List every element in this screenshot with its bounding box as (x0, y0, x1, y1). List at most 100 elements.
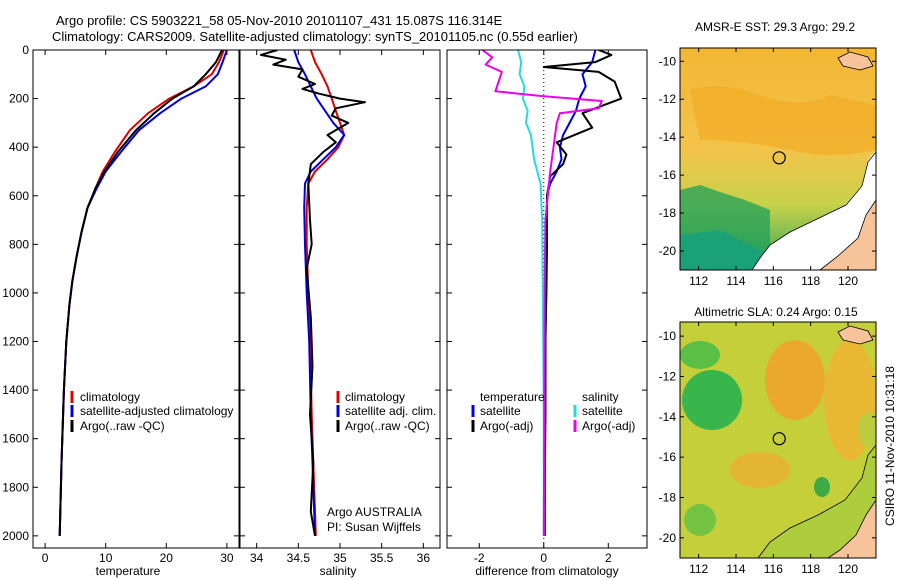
map-y-tick-label: -16 (659, 168, 677, 182)
sst-coolest-region (680, 230, 780, 270)
legend-header-temperature: temperature (480, 390, 545, 404)
y-tick-label: 1200 (2, 335, 29, 349)
map-y-tick-label: -18 (659, 206, 677, 220)
y-tick-label: 2000 (2, 529, 29, 543)
map-x-tick-label: 112 (689, 274, 708, 288)
x-tick-label: 2 (605, 551, 612, 565)
map-y-tick-label: -12 (659, 92, 677, 106)
sla-low-anomaly (680, 341, 720, 369)
y-tick-label: 0 (22, 43, 29, 57)
bathymetry-contour (757, 444, 876, 558)
salinity-axes-frame (239, 49, 441, 549)
y-tick-label: 1800 (2, 480, 29, 494)
legend-label: Argo(..raw -QC) (345, 419, 430, 433)
argo-position-marker (772, 151, 786, 165)
legend-label: Argo(-adj) (582, 419, 635, 433)
series-line-salinity-argo-adj- (481, 50, 603, 536)
coastline (819, 199, 876, 270)
map-x-tick-label: 120 (838, 562, 858, 576)
map-x-tick-label: 116 (764, 274, 783, 288)
sla-high-anomaly (730, 452, 790, 488)
sla-low-anomaly (682, 370, 742, 430)
map-x-tick-label: 112 (689, 562, 708, 576)
series-line-satellite-adj-clim- (293, 50, 346, 536)
legend-label: climatology (80, 390, 140, 404)
map-x-tick-label: 118 (801, 274, 820, 288)
salinity-legend: climatology satellite adj. clim. Argo(..… (336, 390, 436, 433)
sst-land-mask (752, 150, 876, 270)
header-line2: Climatology: CARS2009. Satellite-adjuste… (52, 29, 578, 44)
legend-label: climatology (345, 390, 405, 404)
float-annotation-line2: PI: Susan Wijffels (327, 520, 421, 534)
sla-high-anomaly (765, 340, 825, 420)
y-tick-label: 400 (9, 140, 29, 154)
difference-xlabel: difference from climatology (475, 564, 618, 578)
map-x-tick-label: 114 (726, 274, 745, 288)
y-tick-label: 600 (9, 189, 29, 203)
map-y-tick-label: -14 (659, 130, 677, 144)
y-tick-label: 200 (9, 92, 29, 106)
map-y-tick-label: -10 (659, 54, 677, 68)
difference-legend: temperature satellite Argo(-adj) salinit… (471, 390, 635, 433)
map-x-tick-label: 116 (764, 562, 783, 576)
salinity-xlabel: salinity (320, 564, 357, 578)
x-tick-label: 35 (333, 551, 347, 565)
legend-label: Argo(-adj) (480, 419, 533, 433)
sla-map-frame (679, 321, 877, 559)
legend-header-salinity: salinity (582, 390, 619, 404)
map-y-tick-label: -10 (659, 329, 677, 343)
sla-mid-anomaly (858, 412, 876, 448)
bathymetry-contour (751, 151, 876, 270)
x-tick-label: 36 (417, 551, 431, 565)
map-x-tick-label: 114 (726, 562, 745, 576)
x-tick-label: 10 (99, 551, 113, 565)
sla-low-anomaly (814, 477, 830, 497)
sla-map-title: Altimetric SLA: 0.24 Argo: 0.15 (694, 305, 858, 319)
series-line-argo (259, 50, 366, 537)
series-line-climatology (58, 50, 225, 536)
map-y-tick-label: -20 (659, 244, 677, 258)
x-tick-label: 30 (220, 551, 234, 565)
map-y-tick-label: -14 (659, 410, 677, 424)
temperature-xlabel: temperature (96, 564, 161, 578)
salinity-panel: 34 34.5 35 35.5 36 salinity climatology sate… (239, 49, 441, 578)
map-y-tick-label: -16 (659, 450, 677, 464)
island-land (837, 325, 874, 345)
series-line-temperature-argo-adj- (542, 50, 623, 536)
island-land (837, 51, 874, 71)
sla-low-anomaly (684, 504, 716, 536)
x-tick-label: 35.5 (370, 551, 394, 565)
sst-map: AMSR-E SST: 29.3 Argo: 29.2 112 114 116 118… (659, 20, 877, 288)
temperature-panel: 0 10 20 30 0 200 400 600 800 1000 1200 1400 1600 1800… (2, 43, 240, 578)
x-tick-label: 20 (160, 551, 174, 565)
temperature-legend: climatology satellite-adjusted climatolo… (70, 390, 233, 433)
legend-label: satellite (480, 404, 521, 418)
argo-position-marker (772, 432, 786, 446)
sst-map-title: AMSR-E SST: 29.3 Argo: 29.2 (695, 20, 855, 34)
legend-label: satellite adj. clim. (345, 404, 436, 418)
australia-coast (820, 200, 876, 270)
map-y-tick-label: -20 (659, 531, 677, 545)
x-tick-label: -2 (474, 551, 485, 565)
x-tick-label: 0 (540, 551, 547, 565)
series-line-salinity-satellite (517, 50, 545, 536)
legend-label: Argo(..raw -QC) (80, 419, 165, 433)
map-y-tick-label: -18 (659, 490, 677, 504)
australia-coast (828, 500, 876, 558)
x-tick-label: 34.5 (287, 551, 311, 565)
legend-label: satellite-adjusted climatology (80, 404, 233, 418)
y-tick-label: 1600 (2, 432, 29, 446)
coastline (827, 499, 876, 558)
x-tick-label: 0 (42, 551, 49, 565)
x-tick-label: 34 (250, 551, 264, 565)
y-tick-label: 800 (9, 237, 29, 251)
header-line1: Argo profile: CS 5903221_58 05-Nov-2010 … (56, 13, 503, 28)
difference-panel: -2 0 2 difference from climatology tempera… (446, 49, 648, 578)
series-line-argo (58, 50, 223, 536)
map-x-tick-label: 118 (801, 562, 820, 576)
sst-map-frame (679, 47, 877, 271)
legend-label: satellite (582, 404, 623, 418)
temperature-axes-frame (32, 49, 240, 549)
difference-axes-frame (446, 49, 648, 549)
